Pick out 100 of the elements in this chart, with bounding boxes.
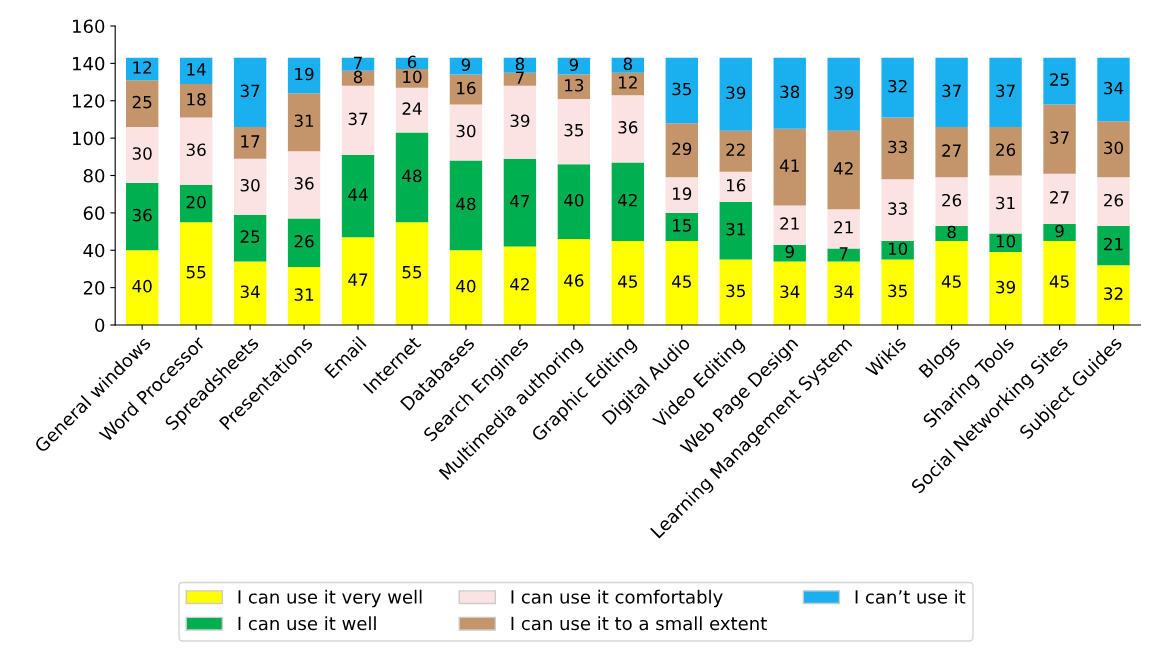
data-label: 10	[403, 70, 422, 84]
bar	[1097, 57, 1130, 122]
bar	[125, 126, 159, 183]
bar	[827, 248, 860, 262]
data-label: 45	[941, 275, 961, 288]
data-label: 10	[996, 235, 1016, 248]
bar	[881, 57, 914, 118]
data-label: 48	[456, 197, 476, 211]
data-label: 38	[780, 85, 800, 99]
bar	[125, 80, 159, 127]
bar	[665, 212, 698, 241]
data-label: 39	[726, 86, 746, 100]
legend-label: I can use it well	[238, 616, 376, 631]
data-label: 34	[834, 285, 854, 299]
data-label: 39	[996, 280, 1016, 294]
data-label: 16	[726, 178, 746, 192]
data-label: 42	[510, 277, 529, 291]
bar	[719, 57, 752, 131]
data-label: 12	[133, 61, 152, 74]
bar	[449, 57, 483, 75]
bar	[827, 57, 860, 131]
bar	[341, 57, 375, 71]
y-tick-label: 160	[73, 19, 105, 34]
data-label: 33	[888, 202, 907, 215]
legend-label: I can’t use it	[855, 589, 966, 604]
data-label: 15	[673, 219, 691, 232]
data-label: 39	[510, 114, 530, 128]
data-label: 21	[780, 217, 799, 230]
bar	[1043, 57, 1076, 105]
bar	[773, 205, 806, 245]
data-label: 55	[402, 266, 422, 279]
bar	[719, 201, 752, 260]
bar	[179, 222, 213, 325]
data-label: 31	[996, 196, 1015, 210]
data-label: 31	[294, 114, 314, 128]
data-label: 13	[565, 78, 584, 92]
bar	[503, 246, 537, 325]
data-label: 20	[186, 195, 206, 209]
data-label: 18	[187, 92, 206, 106]
data-label: 40	[132, 279, 152, 293]
bar	[503, 85, 537, 159]
bar	[233, 57, 267, 127]
data-label: 19	[673, 187, 692, 200]
bar	[287, 267, 321, 325]
y-tick-label: 100	[73, 131, 105, 146]
bar	[1097, 265, 1130, 325]
data-label: 37	[1050, 131, 1069, 144]
data-label: 55	[186, 266, 206, 279]
data-label: 6	[407, 55, 417, 69]
bar	[827, 261, 860, 325]
bar	[233, 214, 267, 262]
bar	[1043, 173, 1076, 225]
bar	[611, 162, 645, 241]
data-label: 36	[132, 208, 152, 222]
bar	[881, 179, 914, 241]
data-label: 9	[569, 58, 579, 72]
data-label: 47	[510, 195, 530, 208]
legend-label: I can use it comfortably	[511, 589, 723, 608]
bar	[125, 182, 159, 251]
data-label: 45	[1049, 275, 1069, 288]
bar	[341, 85, 375, 155]
bar	[989, 126, 1022, 176]
data-label: 10	[888, 242, 908, 256]
data-label: 47	[348, 273, 368, 286]
bar	[881, 240, 914, 260]
bar	[179, 184, 213, 223]
bar	[1043, 224, 1076, 241]
y-tick-label: 0	[95, 318, 105, 333]
bar	[503, 158, 537, 247]
bar	[989, 57, 1022, 127]
data-label: 14	[187, 63, 206, 76]
bar	[827, 130, 860, 210]
data-label: 30	[240, 178, 260, 192]
data-label: 34	[1104, 81, 1124, 95]
data-label: 39	[834, 86, 854, 100]
data-label: 17	[241, 135, 260, 148]
bar	[935, 225, 968, 241]
bar	[395, 222, 429, 325]
bar	[989, 233, 1022, 253]
data-label: 36	[618, 121, 638, 134]
data-label: 40	[564, 193, 584, 207]
y-tick-label: 20	[83, 281, 105, 295]
data-label: 36	[294, 177, 314, 190]
bar	[665, 57, 698, 124]
data-label: 35	[726, 284, 745, 298]
data-label: 48	[402, 169, 422, 183]
bar	[1043, 240, 1076, 325]
data-label: 42	[833, 162, 853, 175]
bar	[395, 87, 429, 133]
bar	[935, 126, 968, 178]
bar	[1043, 104, 1076, 174]
data-label: 37	[348, 112, 368, 126]
data-label: 37	[942, 84, 961, 98]
data-label: 29	[672, 142, 692, 156]
bar	[719, 171, 752, 202]
bar	[557, 57, 591, 75]
y-tick-label: 60	[83, 206, 105, 220]
bar	[287, 57, 321, 94]
bar	[611, 240, 645, 325]
bar	[287, 218, 321, 268]
